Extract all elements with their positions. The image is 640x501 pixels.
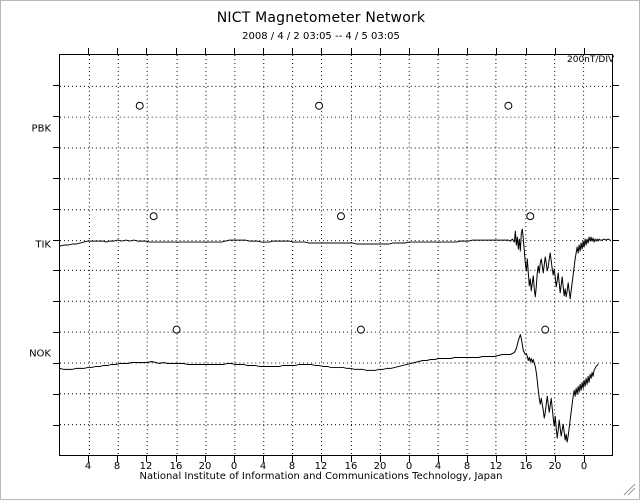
data-marker-nok [172, 325, 181, 334]
data-marker-pbk [135, 101, 144, 110]
data-marker-tik [526, 212, 535, 221]
scale-annotation-label: 200nT/DIV [567, 55, 615, 65]
trace-layer [60, 228, 611, 443]
y-axis-label-tik: TIK [35, 239, 51, 251]
chart-time-range-subtitle: 2008 / 4 / 2 03:05 -- 4 / 5 03:05 [242, 31, 400, 42]
grid-layer [60, 55, 612, 455]
data-marker-nok [541, 325, 550, 334]
footer-attribution: National Institute of Information and Co… [139, 471, 503, 482]
data-marker-pbk [315, 101, 324, 110]
data-marker-nok [356, 325, 365, 334]
chart-title: NICT Magnetometer Network [216, 10, 426, 26]
y-axis-label-pbk: PBK [31, 123, 51, 135]
trace-nok [60, 334, 599, 443]
data-marker-tik [336, 212, 345, 221]
trace-tik [60, 228, 611, 300]
y-axis-label-nok: NOK [29, 348, 51, 360]
data-marker-pbk [504, 101, 513, 110]
resize-grip-icon[interactable] [622, 482, 636, 496]
data-marker-tik [149, 212, 158, 221]
marker-layer [135, 101, 550, 334]
plot-area [59, 54, 613, 456]
